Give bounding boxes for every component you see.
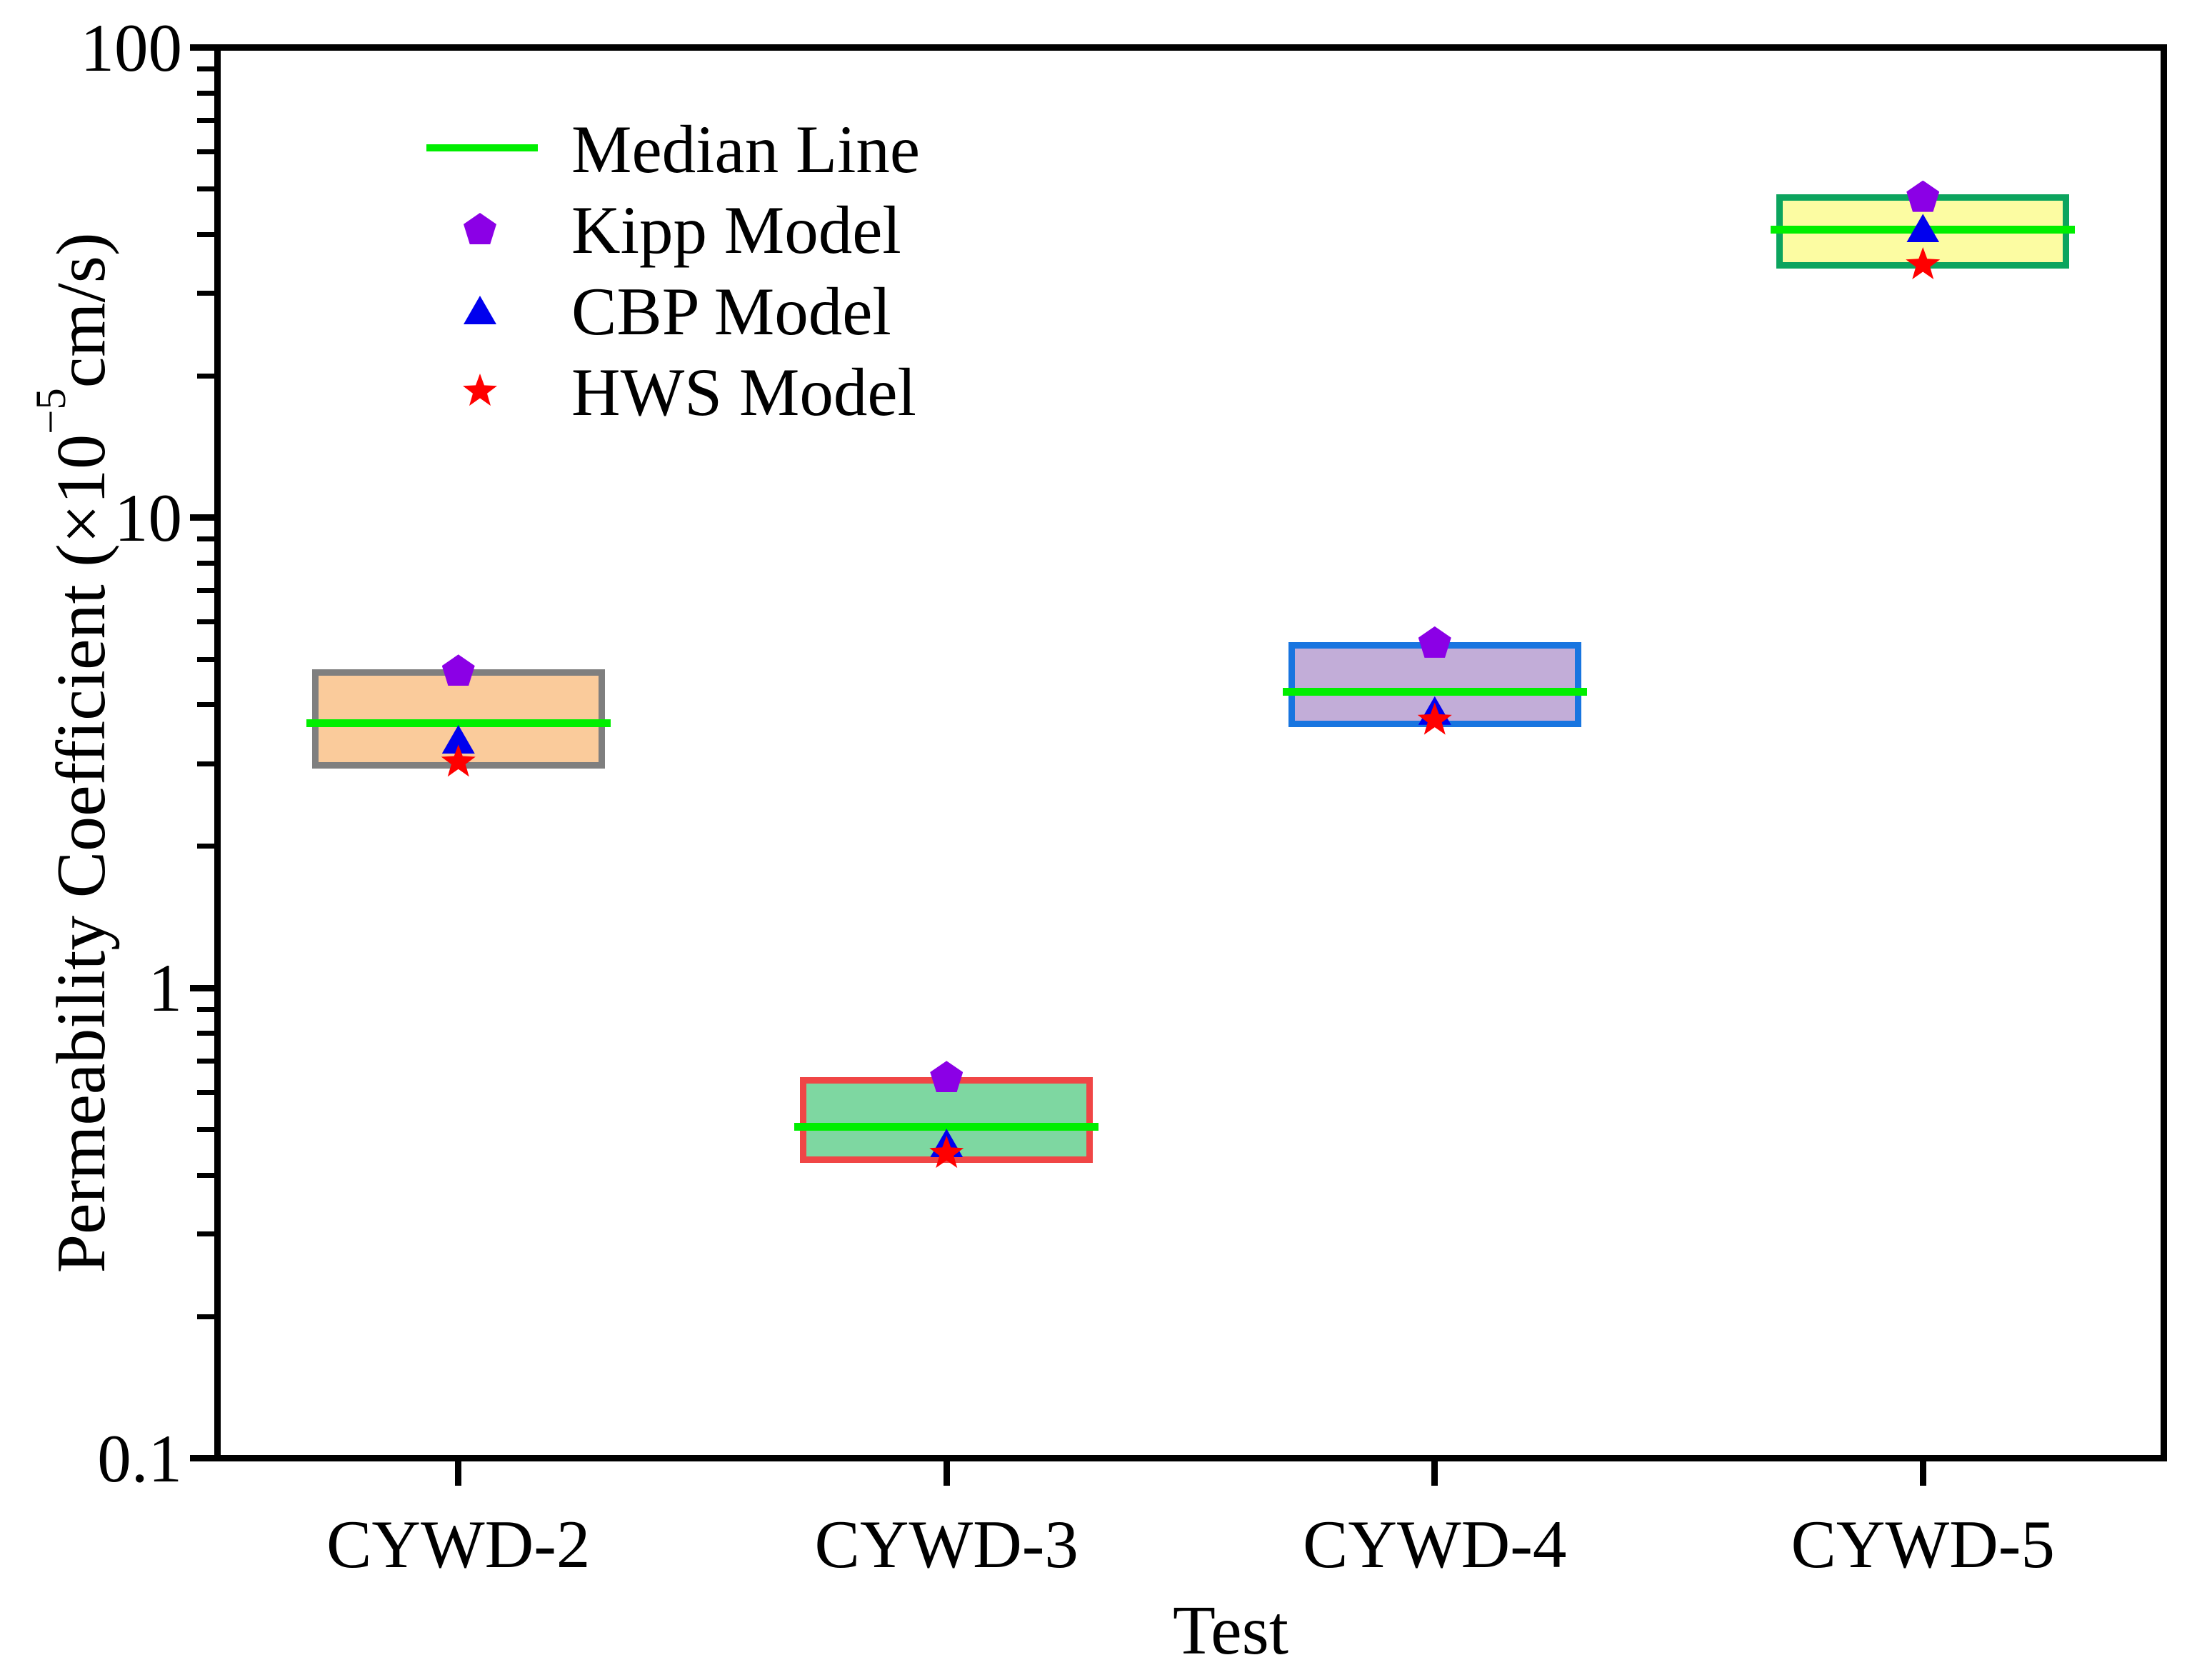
y-minor-tick — [197, 1126, 214, 1132]
legend-label: CBP Model — [571, 274, 891, 349]
y-minor-tick — [197, 1031, 214, 1036]
median-line-cywd-2 — [306, 719, 611, 728]
legend-label: Median Line — [571, 111, 921, 187]
y-axis-title-pre: Permeability Coefficient (×10 — [43, 434, 120, 1274]
x-tick — [455, 1461, 462, 1486]
legend-item-median-line: Median Line — [0, 111, 1286, 187]
legend-item-kipp-model: Kipp Model — [0, 192, 1286, 268]
legend-item-cbp-model: CBP Model — [0, 274, 1286, 349]
y-minor-tick — [197, 561, 214, 566]
y-minor-tick — [197, 149, 214, 155]
y-minor-tick — [197, 1314, 214, 1319]
y-major-tick — [190, 44, 214, 51]
triangle-marker-icon — [464, 296, 496, 324]
y-minor-tick — [197, 844, 214, 849]
y-minor-tick — [197, 90, 214, 96]
y-minor-tick — [197, 1058, 214, 1064]
y-minor-tick — [197, 619, 214, 625]
median-line-cywd-3 — [794, 1122, 1099, 1131]
y-minor-tick — [197, 588, 214, 594]
y-tick-label: 1 — [148, 950, 183, 1026]
x-tick-label-cywd-4: CYWD-4 — [1303, 1506, 1567, 1582]
star-marker-icon — [463, 374, 497, 406]
x-tick — [1919, 1461, 1926, 1486]
y-minor-tick — [197, 536, 214, 542]
y-minor-tick — [197, 1006, 214, 1012]
y-minor-tick — [197, 761, 214, 766]
y-minor-tick — [197, 186, 214, 192]
legend-label: HWS Model — [571, 354, 916, 430]
x-axis-title: Test — [1173, 1592, 1288, 1669]
x-tick — [943, 1461, 950, 1486]
y-tick-label: 10 — [114, 479, 182, 556]
y-minor-tick — [197, 117, 214, 123]
y-tick-label: 100 — [80, 9, 183, 86]
y-minor-tick — [197, 291, 214, 296]
y-minor-tick — [197, 1231, 214, 1236]
pentagon-marker-icon — [464, 213, 496, 244]
x-tick-label-cywd-5: CYWD-5 — [1791, 1506, 2055, 1582]
y-minor-tick — [197, 374, 214, 379]
y-minor-tick — [197, 231, 214, 237]
median-line-cywd-4 — [1282, 687, 1587, 696]
y-major-tick — [190, 514, 214, 521]
y-minor-tick — [197, 1089, 214, 1095]
median-line-swatch — [426, 144, 538, 151]
x-tick — [1431, 1461, 1438, 1486]
y-minor-tick — [197, 1172, 214, 1178]
y-major-tick — [190, 1455, 214, 1461]
legend-item-hws-model: HWS Model — [0, 354, 1286, 430]
y-minor-tick — [197, 656, 214, 662]
y-major-tick — [190, 984, 214, 991]
x-tick-label-cywd-3: CYWD-3 — [814, 1506, 1079, 1582]
y-minor-tick — [197, 702, 214, 708]
y-tick-label: 0.1 — [97, 1420, 182, 1496]
x-tick-label-cywd-2: CYWD-2 — [326, 1506, 591, 1582]
y-minor-tick — [197, 66, 214, 72]
legend-label: Kipp Model — [571, 192, 901, 268]
